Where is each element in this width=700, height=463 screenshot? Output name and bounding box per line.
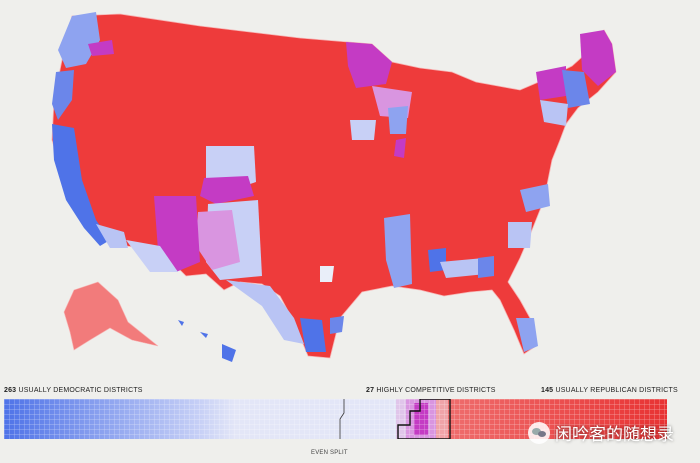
new-england-blue — [562, 70, 590, 108]
dem-count: 263 — [4, 387, 17, 394]
florida-blue — [516, 318, 538, 352]
atlanta-blue — [478, 256, 494, 278]
rep-text: USUALLY REPUBLICAN DISTRICTS — [555, 387, 678, 394]
arizona-competitive — [154, 196, 200, 272]
rep-label: 145 USUALLY REPUBLICAN DISTRICTS — [541, 387, 678, 394]
even-split-label: EVEN SPLIT — [311, 450, 348, 456]
minnesota-competitive — [346, 42, 392, 88]
missouri-lean-east — [384, 214, 412, 288]
southeast-lean — [440, 258, 486, 278]
district-cell-grid — [4, 399, 667, 439]
hawaii — [178, 320, 236, 362]
iowa-lean — [350, 120, 376, 140]
seattle-purple — [88, 40, 114, 56]
dc-blue — [520, 184, 550, 212]
dem-label: 263 USUALLY DEMOCRATIC DISTRICTS — [4, 387, 143, 394]
texas-south-blue — [300, 318, 326, 352]
pacific-northwest-blue — [58, 12, 100, 68]
maine-competitive — [580, 30, 616, 86]
virginia-lean — [508, 222, 532, 248]
mainland-us — [51, 13, 617, 359]
northeast-lean — [540, 100, 568, 126]
texas-lean-south — [226, 280, 304, 344]
arizona-lean — [126, 240, 178, 272]
wechat-icon — [528, 421, 550, 444]
rep-count: 145 — [541, 387, 554, 394]
comp-count: 27 — [366, 387, 375, 394]
comp-text: HIGHLY COMPETITIVE DISTRICTS — [376, 387, 496, 394]
us-districts-map — [51, 12, 617, 362]
oregon-coast-blue — [52, 70, 74, 120]
houston-blue — [330, 316, 344, 334]
competitive-outline — [397, 399, 451, 439]
alaska — [63, 281, 159, 351]
even-split-line — [339, 399, 345, 439]
chicago-blue — [388, 106, 408, 134]
watermark-text: 闲吟客的随想录 — [555, 425, 674, 445]
dallas-lean — [320, 266, 334, 282]
cell-lines — [4, 399, 667, 439]
watermark: 闲吟客的随想录 — [528, 420, 674, 445]
chicago-purple — [394, 138, 406, 158]
southern-california-lean — [96, 224, 128, 248]
dem-text: USUALLY DEMOCRATIC DISTRICTS — [18, 387, 143, 394]
colorado-competitive — [200, 176, 254, 204]
new-york-competitive — [536, 66, 566, 100]
comp-label: 27 HIGHLY COMPETITIVE DISTRICTS — [366, 387, 496, 394]
new-mexico-purple — [196, 210, 240, 270]
california-coast-blue — [52, 124, 110, 246]
